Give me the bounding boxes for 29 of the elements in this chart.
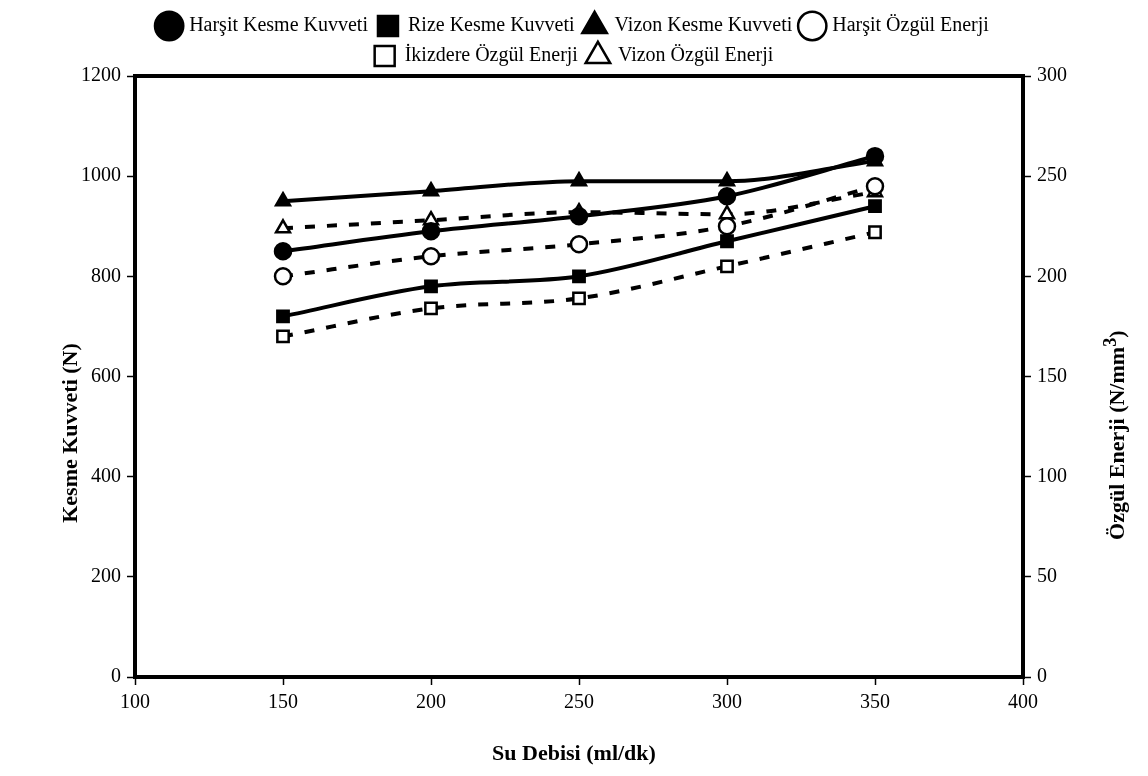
- legend-label: Harşit Özgül Enerji: [832, 13, 990, 37]
- legend-label: Vizon Özgül Enerji: [617, 43, 774, 67]
- x-axis-title: Su Debisi (ml/dk): [491, 740, 657, 766]
- y2-tick-label: 200: [1037, 263, 1067, 286]
- y-tick-label: 1000: [81, 163, 121, 186]
- x-tick-label: 100: [120, 690, 150, 713]
- legend-label: İkizdere Özgül Enerji: [404, 43, 579, 67]
- y-tick-label: 0: [111, 664, 121, 687]
- y2-tick-label: 300: [1037, 63, 1067, 86]
- x-tick-label: 400: [1008, 690, 1038, 713]
- y2-tick-label: 0: [1037, 664, 1047, 687]
- x-tick-label: 150: [268, 690, 298, 713]
- y-tick-label: 400: [91, 463, 121, 486]
- y-tick-label: 600: [91, 363, 121, 386]
- x-tick-label: 250: [564, 690, 594, 713]
- x-tick-label: 350: [860, 690, 890, 713]
- y2-tick-label: 150: [1037, 363, 1067, 386]
- y2-tick-label: 100: [1037, 463, 1067, 486]
- legend-label: Rize Kesme Kuvveti: [407, 13, 576, 36]
- legend-label: Vizon Kesme Kuvveti: [614, 13, 793, 36]
- y-axis-title: Kesme Kuvveti (N): [57, 342, 83, 525]
- y2-tick-label: 50: [1037, 564, 1057, 587]
- y-tick-label: 200: [91, 564, 121, 587]
- y2-tick-label: 250: [1037, 163, 1067, 186]
- x-tick-label: 300: [712, 690, 742, 713]
- x-tick-label: 200: [416, 690, 446, 713]
- y-tick-label: 1200: [81, 63, 121, 86]
- legend-label: Harşit Kesme Kuvveti: [189, 13, 369, 37]
- y-tick-label: 800: [91, 263, 121, 286]
